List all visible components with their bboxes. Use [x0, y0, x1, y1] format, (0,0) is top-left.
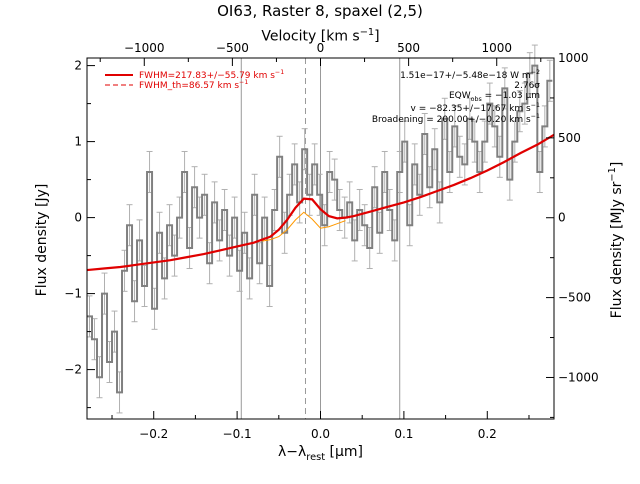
y-left-tick-label: 2 — [74, 59, 82, 73]
y-right-tick-label: −1000 — [558, 370, 599, 384]
annotation-sigma: 2.76σ — [514, 81, 540, 91]
y-right-tick-label: 500 — [558, 131, 581, 145]
annotation-eqw: EQWobs = −1.03 μm — [448, 91, 540, 103]
x-top-tick-label: 1000 — [481, 41, 512, 55]
legend-fwhm-fit: FWHM=217.83+/−55.79 km s−1 — [139, 69, 285, 81]
x-top-tick-label: 0 — [317, 41, 325, 55]
line-component-curve — [262, 211, 346, 242]
x-top-axis-label: Velocity [km s−1] — [261, 27, 380, 45]
y-left-tick-label: 0 — [74, 211, 82, 225]
fit-curve — [86, 133, 555, 272]
y-left-tick-label: −2 — [64, 363, 82, 377]
x-bottom-axis-label: λ−λrest [μm] — [277, 444, 364, 463]
x-bottom-tick-label: 0.1 — [394, 427, 413, 441]
y-right-tick-label: 1000 — [558, 51, 589, 65]
y-right-tick-label: −500 — [558, 291, 591, 305]
x-top-tick-label: −500 — [216, 41, 249, 55]
y-right-axis-label: Flux density [MJy sr−1] — [607, 161, 625, 319]
x-top-tick-label: −1000 — [124, 41, 165, 55]
annotation-broadening: Broadening = 200.00+/−0.20 km s−1 — [371, 113, 540, 125]
data-step-line — [87, 64, 553, 394]
x-bottom-tick-label: −0.2 — [139, 427, 168, 441]
legend-fwhm-th: FWHM_th=86.57 km s−1 — [139, 79, 249, 91]
y-right-tick-label: 0 — [558, 211, 566, 225]
x-bottom-tick-label: 0.0 — [311, 427, 330, 441]
y-left-axis-label: Flux density [Jy] — [34, 183, 50, 297]
chart-title: OI63, Raster 8, spaxel (2,5) — [217, 2, 423, 20]
x-bottom-tick-label: −0.1 — [223, 427, 252, 441]
y-left-tick-label: −1 — [64, 287, 82, 301]
annotation-flux: 1.51e−17+/−5.48e−18 W m−2 — [400, 69, 540, 81]
y-left-tick-label: 1 — [74, 135, 82, 149]
annotation-velocity: v = −82.35+/−17.67 km s−1 — [410, 102, 540, 114]
x-bottom-tick-label: 0.2 — [478, 427, 497, 441]
x-top-tick-label: 500 — [397, 41, 420, 55]
